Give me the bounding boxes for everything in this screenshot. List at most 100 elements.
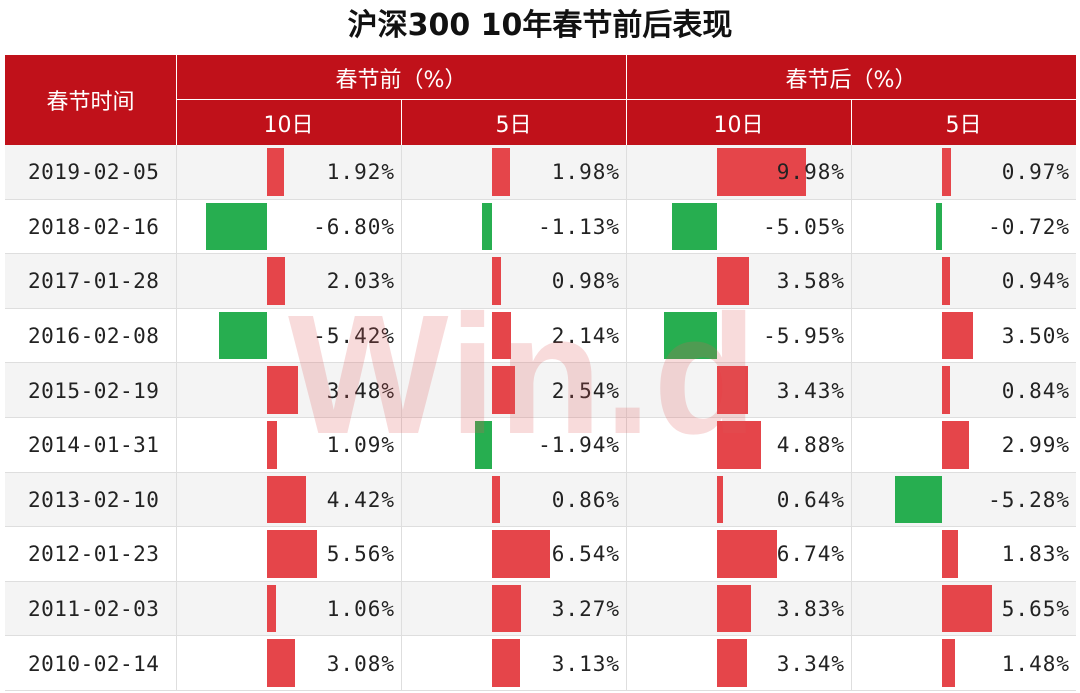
value-label: 2.03% (326, 269, 395, 294)
row-divider (5, 580, 1076, 582)
value-label: 6.54% (551, 542, 620, 567)
value-label: 3.43% (776, 378, 845, 403)
value-label: -1.94% (538, 433, 620, 458)
positive-bar (942, 257, 951, 305)
positive-bar (267, 257, 286, 305)
value-label: -5.05% (763, 214, 845, 239)
table-row (5, 254, 1076, 309)
value-label: 0.86% (551, 487, 620, 512)
date-cell: 2012-01-23 (28, 542, 160, 567)
positive-bar (942, 584, 993, 633)
header-before-10: 10日 (263, 112, 314, 138)
value-label: 0.97% (1001, 160, 1070, 185)
table-row (5, 199, 1076, 255)
positive-bar (717, 475, 723, 524)
positive-bar (942, 639, 956, 687)
positive-bar (942, 530, 959, 578)
positive-bar (717, 639, 747, 687)
positive-bar (942, 311, 974, 360)
header-divider (176, 55, 177, 145)
value-label: 5.56% (326, 542, 395, 567)
chart-title: 沪深300 10年春节前后表现 (347, 8, 733, 43)
negative-bar (935, 202, 942, 251)
value-label: 3.58% (776, 269, 845, 294)
value-label: 0.94% (1001, 269, 1070, 294)
positive-bar (492, 311, 512, 360)
positive-bar (267, 475, 307, 524)
table-row (5, 636, 1076, 691)
value-label: -6.80% (313, 214, 395, 239)
negative-bar (206, 202, 267, 251)
value-label: 1.92% (326, 160, 395, 185)
value-label: 0.98% (551, 269, 620, 294)
table-header: 春节时间 春节前（%） 春节后（%） 10日 5日 10日 5日 (5, 55, 1076, 145)
value-label: -5.95% (763, 324, 845, 349)
column-divider (176, 145, 177, 691)
negative-bar (894, 475, 942, 524)
date-cell: 2011-02-03 (28, 597, 160, 622)
negative-bar (663, 311, 717, 360)
row-divider (5, 635, 1076, 637)
header-divider (851, 100, 852, 145)
header-before-5: 5日 (495, 112, 532, 138)
table-row (5, 581, 1076, 637)
table-row (5, 418, 1076, 473)
value-label: -5.42% (313, 324, 395, 349)
positive-bar (267, 421, 277, 469)
header-after: 春节后（%） (785, 67, 917, 93)
value-label: 3.50% (1001, 324, 1070, 349)
date-cell: 2019-02-05 (28, 160, 160, 185)
negative-bar (218, 311, 267, 360)
header-divider (176, 99, 1076, 100)
row-divider (5, 362, 1076, 364)
positive-bar (717, 421, 761, 469)
value-label: 3.34% (776, 651, 845, 676)
date-cell: 2018-02-16 (28, 214, 160, 239)
positive-bar (717, 366, 748, 414)
date-cell: 2010-02-14 (28, 651, 160, 676)
positive-bar (717, 148, 807, 196)
date-cell: 2013-02-10 (28, 487, 160, 512)
header-after-5: 5日 (945, 112, 982, 138)
value-label: 2.99% (1001, 433, 1070, 458)
value-label: 2.54% (551, 378, 620, 403)
value-label: 3.08% (326, 651, 395, 676)
table-row (5, 308, 1076, 364)
positive-bar (492, 475, 500, 524)
value-label: 3.27% (551, 597, 620, 622)
row-divider (5, 526, 1076, 528)
value-label: 0.84% (1001, 378, 1070, 403)
positive-bar (492, 530, 551, 578)
negative-bar (481, 202, 492, 251)
value-label: 0.64% (776, 487, 845, 512)
value-label: 1.09% (326, 433, 395, 458)
value-label: 9.98% (776, 160, 845, 185)
positive-bar (717, 584, 752, 633)
header-divider (401, 100, 402, 145)
positive-bar (492, 584, 522, 633)
header-after-10: 10日 (713, 112, 764, 138)
value-label: 1.48% (1001, 651, 1070, 676)
value-label: 6.74% (776, 542, 845, 567)
value-label: 3.48% (326, 378, 395, 403)
positive-bar (717, 530, 778, 578)
table-row (5, 145, 1076, 200)
negative-bar (671, 202, 717, 251)
value-label: 3.13% (551, 651, 620, 676)
header-date: 春节时间 (46, 90, 135, 115)
date-cell: 2015-02-19 (28, 378, 160, 403)
positive-bar (267, 148, 285, 196)
negative-bar (474, 421, 492, 469)
positive-bar (942, 421, 969, 469)
header-divider (626, 55, 627, 145)
row-divider (5, 307, 1076, 309)
value-label: -0.72% (988, 214, 1070, 239)
row-divider (5, 690, 1076, 691)
positive-bar (267, 584, 277, 633)
positive-bar (492, 257, 501, 305)
row-divider (5, 253, 1076, 255)
positive-bar (492, 148, 510, 196)
value-label: -5.28% (988, 487, 1070, 512)
column-divider (401, 145, 402, 691)
positive-bar (492, 366, 515, 414)
